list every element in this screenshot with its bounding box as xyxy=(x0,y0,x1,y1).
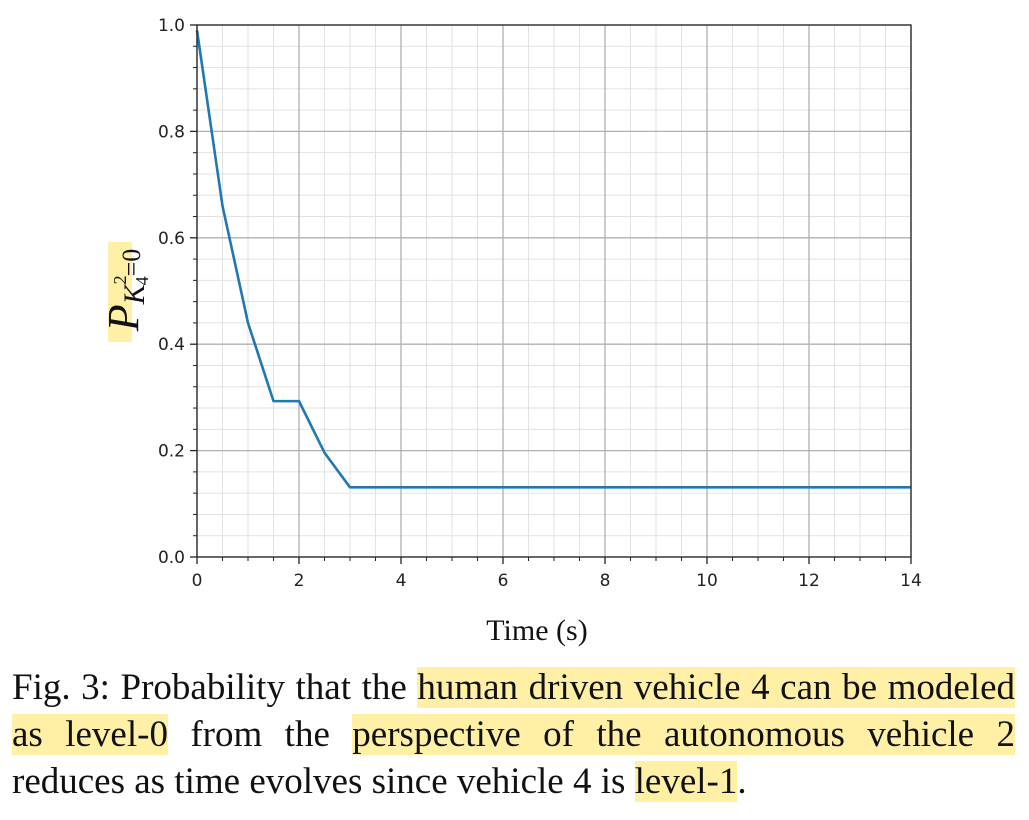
x-tick-label: 2 xyxy=(294,571,305,591)
line-chart: 0 2 4 6 8 10 12 140.00.20.40.60.81.0 Time (s) P… xyxy=(99,16,922,647)
x-tick-label: 14 xyxy=(900,571,922,591)
y-tick-label: 0.6 xyxy=(158,229,185,249)
y-axis-label-sub-main: K xyxy=(118,282,151,305)
y-tick-label: 1.0 xyxy=(158,16,185,36)
y-tick-label: 0.2 xyxy=(158,442,185,462)
caption-prefix: Fig. 3: Probability that the xyxy=(12,667,418,708)
x-axis-label: Time (s) xyxy=(486,614,587,647)
x-tick-label: 0 xyxy=(192,571,203,591)
y-axis-label: PK2 4=0 xyxy=(99,242,152,342)
x-tick-label: 4 xyxy=(396,571,407,591)
y-tick-label: 0.0 xyxy=(158,548,185,568)
y-axis-label-sub: 4 xyxy=(132,276,152,285)
caption-end: . xyxy=(737,761,747,802)
series-layer xyxy=(195,30,911,489)
minor-grid xyxy=(197,25,911,557)
y-tick-label: 0.4 xyxy=(158,335,185,355)
caption-highlight-2: perspective of the autonomous vehicle 2 xyxy=(352,714,1016,755)
y-axis-label-sup: 2 xyxy=(110,275,130,284)
x-tick-label: 12 xyxy=(798,571,820,591)
caption-mid-2: reduces as time evolves since vehicle 4 … xyxy=(12,761,635,802)
figure-caption: Fig. 3: Probability that the human drive… xyxy=(12,664,1016,805)
x-tick-label: 10 xyxy=(696,571,718,591)
x-tick-label: 8 xyxy=(600,571,611,591)
caption-highlight-3: level-1 xyxy=(634,761,738,802)
series-line xyxy=(195,30,911,489)
y-axis-label-rest: =0 xyxy=(117,249,146,277)
ticks-layer: 0 2 4 6 8 10 12 14 0.0 0.2 0.4 0.6 0.8 1.0 xyxy=(158,16,922,591)
y-axis-label-highlight xyxy=(108,242,132,342)
x-tick-label: 6 xyxy=(498,571,509,591)
caption-mid-1: from the xyxy=(167,714,353,755)
y-axis-label-main: P xyxy=(99,304,148,332)
y-tick-label: 0.8 xyxy=(158,122,185,142)
